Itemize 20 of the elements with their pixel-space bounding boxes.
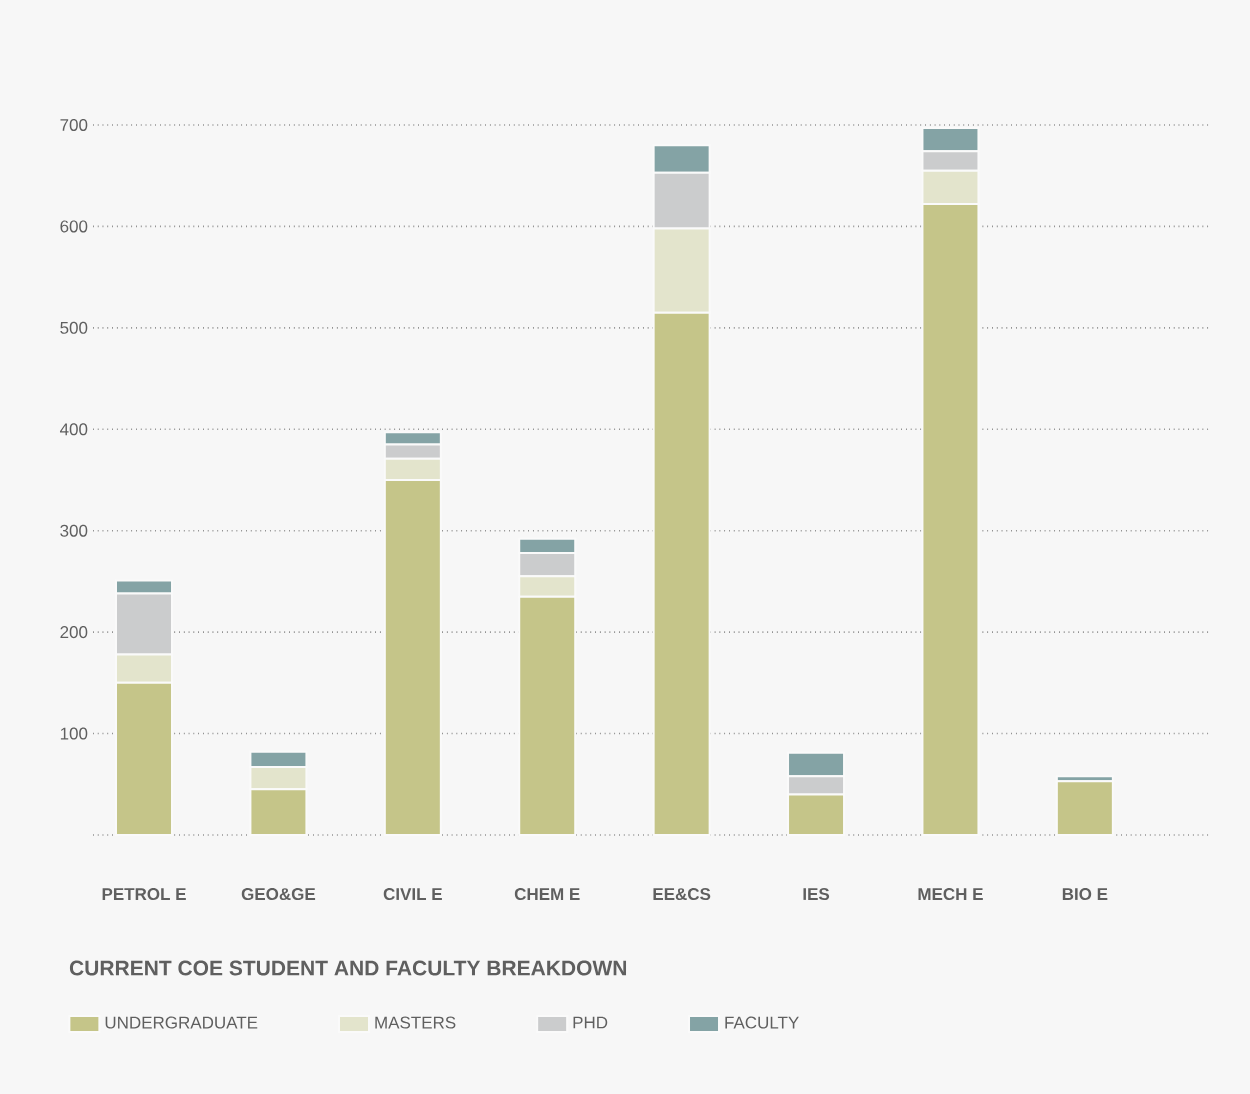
x-tick-label: BIO E	[1062, 888, 1108, 901]
y-tick-label: 400	[59, 423, 88, 436]
y-tick-label: 100	[60, 727, 88, 740]
legend-label: FACULTY	[725, 1016, 799, 1029]
y-tick-label: 500	[60, 321, 88, 334]
x-tick-label: PETROL E	[102, 888, 186, 901]
y-tick-label: 300	[60, 524, 88, 537]
y-tick-label: 600	[60, 220, 88, 233]
x-tick-label: GEO&GE	[241, 888, 316, 901]
x-tick-label: EE&CS	[653, 888, 711, 901]
legend-label: MASTERS	[375, 1016, 456, 1029]
text: CURRENT COE STUDENT AND FACULTY BREAKDOWN	[69, 960, 627, 976]
x-tick-label: CHEM E	[514, 888, 580, 901]
x-tick-label: CIVIL E	[383, 888, 442, 901]
legend-label: PHD	[573, 1016, 608, 1029]
y-tick-label: 700	[60, 118, 88, 131]
x-tick-label: MECH E	[918, 888, 983, 901]
y-tick-label: 200	[60, 626, 88, 639]
legend-label: UNDERGRADUATE	[105, 1016, 258, 1029]
x-tick-label: IES	[803, 888, 830, 901]
